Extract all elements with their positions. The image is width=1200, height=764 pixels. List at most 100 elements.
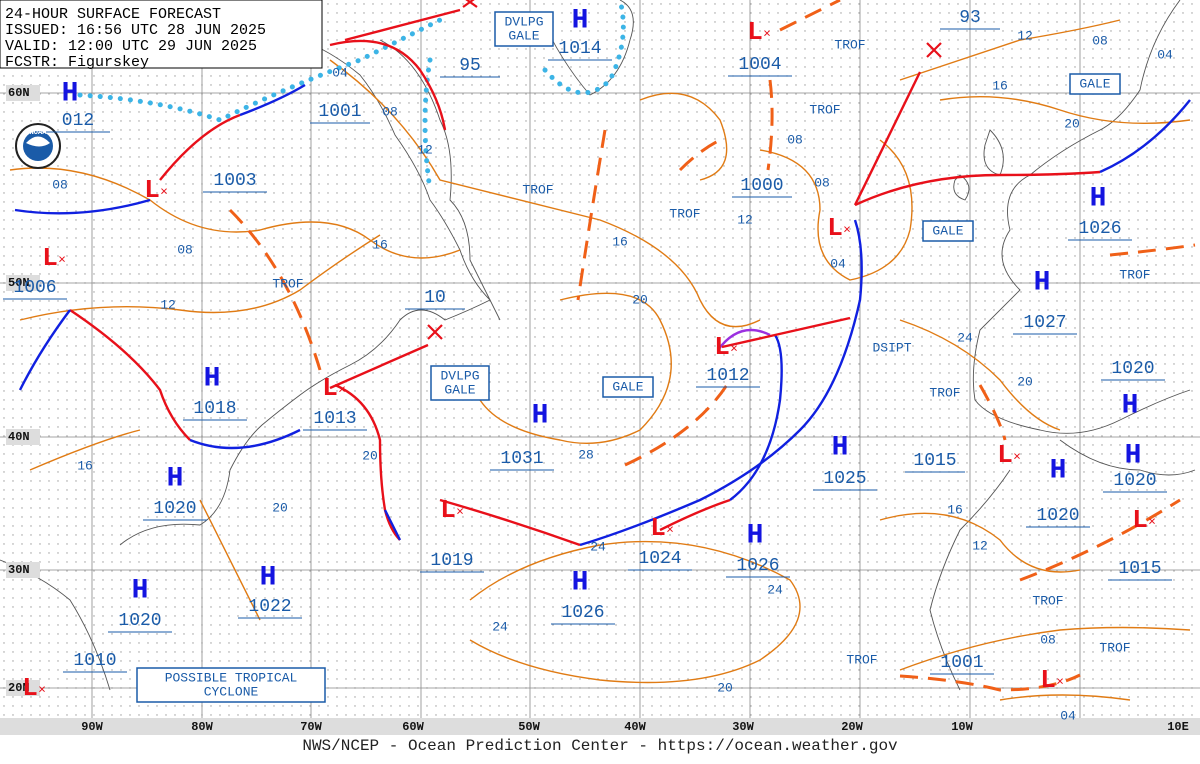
- header-box: [0, 0, 323, 69]
- annotation: TROF: [1099, 640, 1130, 655]
- header-line: FCSTR: Figurskey: [5, 54, 149, 71]
- warm-fronts: [69, 39, 1101, 547]
- center-pressure: 1014: [558, 39, 601, 59]
- pressure-label: 1000: [740, 176, 783, 196]
- high-symbol: H: [532, 400, 549, 431]
- isobar-label: 24: [767, 582, 783, 597]
- lon-label: 10E: [1167, 720, 1189, 734]
- pressure-label: 10: [424, 288, 446, 308]
- isobar-label: 08: [787, 132, 803, 147]
- lon-label: 60W: [402, 720, 424, 734]
- isobar-label: 12: [972, 538, 988, 553]
- isobar-label: 20: [1064, 116, 1080, 131]
- cold-fronts: [14, 83, 1191, 547]
- center-pressure: 1004: [738, 55, 781, 75]
- center-pressure: 1027: [1023, 313, 1066, 333]
- center-pressure: 1026: [561, 603, 604, 623]
- annotation: TROF: [809, 102, 840, 117]
- lat-label-box: [6, 275, 40, 291]
- annotation: TROF: [834, 37, 865, 52]
- boxed-label-text: POSSIBLE TROPICAL: [165, 670, 298, 685]
- isobar-label: 08: [1040, 632, 1056, 647]
- low-symbol: L: [747, 17, 763, 47]
- high-symbol: H: [62, 78, 79, 109]
- low-x: ×: [38, 682, 46, 697]
- isobar-label: 28: [578, 447, 594, 462]
- high-symbol: H: [1122, 390, 1139, 421]
- lat-label: 60N: [8, 86, 30, 100]
- isobar-label: 16: [992, 78, 1008, 93]
- center-pressure: 1003: [213, 171, 256, 191]
- center-pressure: 1020: [153, 499, 196, 519]
- boxed-label-frame: [494, 11, 554, 47]
- low-symbol: L: [1040, 665, 1056, 695]
- low-symbol: L: [650, 513, 666, 543]
- low-x: ×: [730, 341, 738, 356]
- center-pressure: 1015: [1118, 559, 1161, 579]
- isobar-label: 20: [1017, 374, 1033, 389]
- isobar-label: 08: [52, 177, 68, 192]
- pressure-label: 93: [959, 8, 981, 28]
- graticule: [0, 0, 1200, 718]
- pressure-label: 1015: [913, 451, 956, 471]
- ice-edge: [77, 0, 626, 193]
- high-symbol: H: [1034, 267, 1051, 298]
- lon-label: 80W: [191, 720, 213, 734]
- low-x: ×: [58, 252, 66, 267]
- annotation: TROF: [522, 182, 553, 197]
- center-pressure: 1026: [736, 556, 779, 576]
- boxed-label-text: GALE: [508, 28, 539, 43]
- center-pressure: 012: [62, 111, 94, 131]
- lat-label-box: [6, 562, 40, 578]
- header-line: VALID: 12:00 UTC 29 JUN 2025: [5, 38, 257, 55]
- header-line: ISSUED: 16:56 UTC 28 JUN 2025: [5, 22, 266, 39]
- lat-label-box: [6, 680, 40, 696]
- low-x: ×: [666, 522, 674, 537]
- low-symbol: L: [827, 213, 843, 243]
- isobar-label: 04: [1157, 47, 1173, 62]
- isobar-label: 08: [1092, 33, 1108, 48]
- low-x: ×: [1148, 514, 1156, 529]
- center-pressure: 1026: [1078, 219, 1121, 239]
- high-symbol: H: [572, 5, 589, 36]
- lon-label: 10W: [951, 720, 973, 734]
- pressure-label: 95: [459, 56, 481, 76]
- boxed-label-text: GALE: [1079, 76, 1110, 91]
- isobar-label: 08: [814, 175, 830, 190]
- annotation: TROF: [669, 206, 700, 221]
- low-x: ×: [763, 26, 771, 41]
- boxed-label-text: GALE: [444, 382, 475, 397]
- center-pressure: 1018: [193, 399, 236, 419]
- map-background: [0, 0, 1200, 735]
- boxed-label-text: DVLPG: [440, 368, 479, 383]
- center-pressure: 1020: [1113, 471, 1156, 491]
- low-x: ×: [456, 504, 464, 519]
- low-x: ×: [1056, 674, 1064, 689]
- isobar-label: 16: [947, 502, 963, 517]
- isobar-label: 12: [160, 297, 176, 312]
- center-pressure: 1020: [1111, 359, 1154, 379]
- isobar-label: 16: [612, 234, 628, 249]
- lon-label-strip: [0, 718, 1200, 735]
- high-symbol: H: [747, 520, 764, 551]
- low-symbol: L: [322, 373, 338, 403]
- isobar-label: 24: [957, 330, 973, 345]
- isobar-label: 20: [717, 680, 733, 695]
- boxed-label-frame: [602, 376, 654, 398]
- center-pressure: 1010: [73, 651, 116, 671]
- lat-label: 20N: [8, 681, 30, 695]
- low-symbol: L: [22, 673, 38, 703]
- isobar-label: 08: [177, 242, 193, 257]
- boxed-label-frame: [922, 220, 974, 242]
- lat-label-box: [6, 429, 40, 445]
- lon-label: 70W: [300, 720, 322, 734]
- isobar-label: 20: [272, 500, 288, 515]
- low-x: ×: [843, 222, 851, 237]
- isobar-label: 12: [417, 142, 433, 157]
- troughs: [228, 0, 1196, 692]
- isobar-label: 16: [77, 458, 93, 473]
- lat-label: 50N: [8, 276, 30, 290]
- track-end-x: [427, 0, 942, 340]
- lon-label: 20W: [841, 720, 863, 734]
- isobar-label: 04: [830, 256, 846, 271]
